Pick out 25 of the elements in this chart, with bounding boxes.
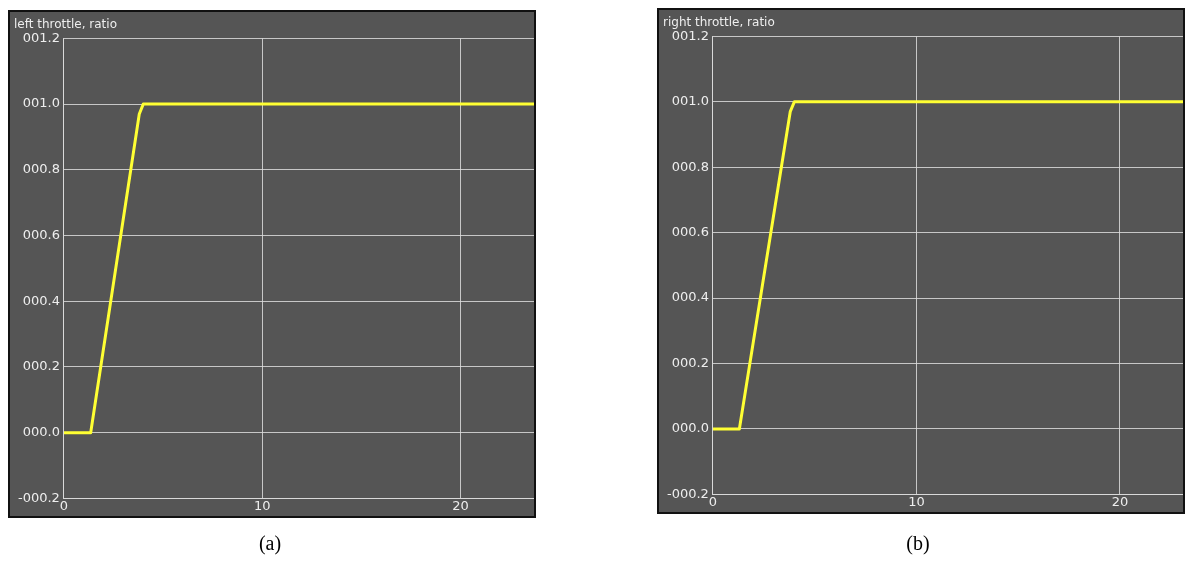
x-tick-label: 0	[59, 497, 69, 513]
y-tick-label: -000.2	[17, 489, 60, 505]
x-tick-label: 10	[253, 497, 271, 513]
x-tick-label: 20	[1111, 493, 1129, 509]
y-tick-label: 001.2	[22, 29, 60, 45]
y-tick-label: 000.8	[22, 161, 60, 177]
x-tick-label: 10	[908, 493, 925, 509]
y-tick-label: 001.0	[671, 93, 709, 109]
y-tick-label: 000.4	[22, 292, 60, 308]
y-tick-label: 000.2	[22, 358, 60, 374]
chart-title: left throttle, ratio	[14, 17, 117, 32]
text: (a)	[257, 532, 283, 555]
y-tick-label: 001.0	[22, 95, 60, 111]
x-tick-label: 0	[708, 493, 718, 509]
y-tick-label: -000.2	[666, 485, 709, 501]
y-tick-label: 000.0	[671, 420, 709, 436]
y-tick-label: 000.6	[671, 224, 709, 240]
y-tick-label: 000.4	[671, 289, 709, 305]
y-tick-label: 000.6	[22, 226, 60, 242]
x-tick-label: 20	[452, 497, 469, 513]
y-tick-label: 000.2	[671, 354, 709, 370]
chart-title: right throttle, ratio	[663, 15, 775, 30]
y-tick-label: 000.8	[671, 158, 709, 174]
y-tick-label: 000.0	[22, 424, 60, 440]
text: (b)	[905, 532, 931, 555]
